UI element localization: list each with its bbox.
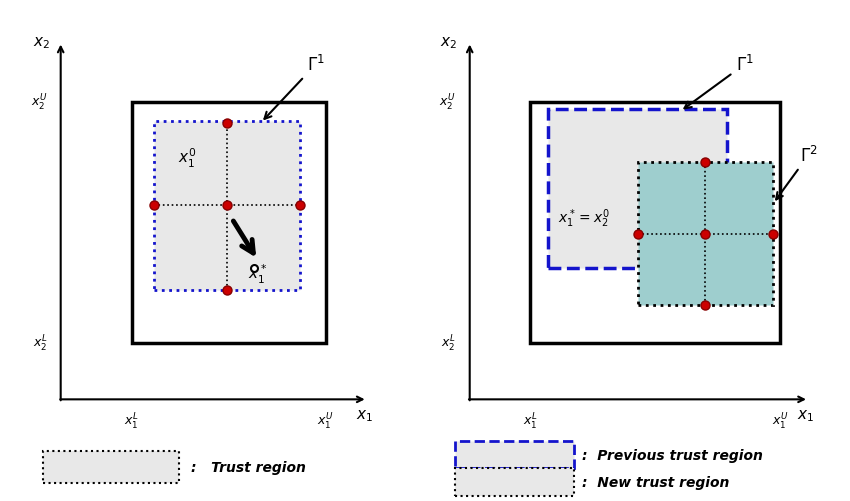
Text: $x_2^L$: $x_2^L$ xyxy=(33,333,48,353)
Bar xyxy=(530,103,780,343)
Text: $x_1^L$: $x_1^L$ xyxy=(124,411,139,431)
Text: $x_1$: $x_1$ xyxy=(796,407,813,423)
Text: $x_2$: $x_2$ xyxy=(439,36,456,51)
Text: $x_1^* = x_2^0$: $x_1^* = x_2^0$ xyxy=(558,207,609,230)
Text: $x_1^U$: $x_1^U$ xyxy=(772,411,789,431)
Text: :   Trust region: : Trust region xyxy=(191,460,306,474)
Text: $x_1^L$: $x_1^L$ xyxy=(523,411,538,431)
Text: $x_1^0$: $x_1^0$ xyxy=(178,146,196,169)
Text: $\Gamma^1$: $\Gamma^1$ xyxy=(264,55,325,120)
Text: :  Previous trust region: : Previous trust region xyxy=(582,448,763,462)
Text: $x_2^U$: $x_2^U$ xyxy=(439,93,456,113)
Text: $x_2^L$: $x_2^L$ xyxy=(441,333,456,353)
Text: $\Gamma^1$: $\Gamma^1$ xyxy=(684,55,753,109)
Bar xyxy=(132,103,326,343)
Bar xyxy=(548,110,727,268)
Bar xyxy=(638,163,774,306)
Bar xyxy=(155,121,300,291)
Text: $\Gamma^2$: $\Gamma^2$ xyxy=(776,145,818,200)
Text: $x_1$: $x_1$ xyxy=(356,407,373,423)
Text: :  New trust region: : New trust region xyxy=(582,475,729,489)
Text: $x_1^*$: $x_1^*$ xyxy=(248,263,267,286)
Text: $x_1^U$: $x_1^U$ xyxy=(317,411,334,431)
Text: $x_2^U$: $x_2^U$ xyxy=(31,93,48,113)
Text: $x_2$: $x_2$ xyxy=(33,36,50,51)
